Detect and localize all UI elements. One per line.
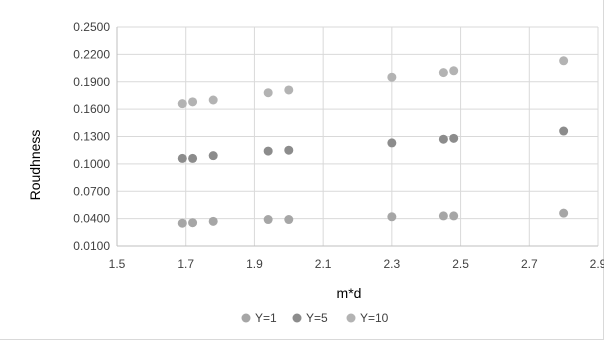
x-tick-label: 1.7 — [177, 257, 194, 271]
x-axis-title: m*d — [337, 285, 362, 301]
data-point — [177, 99, 187, 109]
x-tick-label: 1.5 — [109, 257, 126, 271]
data-point — [208, 95, 218, 105]
legend: Y=1 Y=5 Y=10 — [241, 311, 389, 325]
x-tick-label: 2.5 — [452, 257, 469, 271]
y-tick-label: 0.1000 — [73, 157, 110, 171]
data-point — [284, 215, 294, 225]
x-tick-label: 2.1 — [315, 257, 332, 271]
x-tick-label: 2.9 — [590, 257, 604, 271]
data-point — [284, 145, 294, 155]
data-points — [177, 56, 569, 228]
data-point — [188, 218, 198, 228]
x-tick-label: 2.7 — [521, 257, 538, 271]
data-point — [263, 88, 273, 98]
data-point — [263, 215, 273, 225]
y-tick-label: 0.2500 — [73, 20, 110, 34]
data-point — [177, 218, 187, 228]
y-tick-label: 0.0400 — [73, 212, 110, 226]
y-tick-label: 0.0100 — [73, 239, 110, 253]
y-tick-label: 0.1900 — [73, 75, 110, 89]
x-tick-label: 2.3 — [384, 257, 401, 271]
y-axis-title: Roudhness — [27, 130, 43, 201]
data-point — [387, 138, 397, 148]
data-point — [449, 211, 459, 221]
data-point — [188, 153, 198, 163]
axes — [116, 27, 598, 247]
data-point — [284, 85, 294, 95]
data-point — [559, 208, 569, 218]
data-point — [438, 68, 448, 78]
y-tick-label: 0.1600 — [73, 102, 110, 116]
legend-marker — [346, 313, 356, 323]
y-tick-label: 0.1300 — [73, 130, 110, 144]
data-point — [449, 133, 459, 143]
data-point — [387, 72, 397, 82]
y-tick-label: 0.0700 — [73, 184, 110, 198]
data-point — [438, 134, 448, 144]
data-point — [559, 126, 569, 136]
series-Y=5 — [177, 126, 569, 163]
tick-labels: 0.0100 0.0400 0.0700 0.1000 0.1300 0.1600 0.19… — [73, 20, 604, 271]
data-point — [449, 66, 459, 76]
data-point — [188, 97, 198, 107]
legend-label: Y=5 — [306, 311, 328, 325]
data-point — [559, 56, 569, 66]
data-point — [438, 211, 448, 221]
x-tick-label: 1.9 — [246, 257, 263, 271]
data-point — [177, 153, 187, 163]
legend-label: Y=10 — [360, 311, 389, 325]
data-point — [263, 146, 273, 156]
legend-marker — [292, 313, 302, 323]
series-Y=10 — [177, 56, 569, 109]
legend-label: Y=1 — [255, 311, 277, 325]
gridlines — [117, 26, 599, 246]
y-tick-label: 0.2200 — [73, 47, 110, 61]
data-point — [208, 151, 218, 161]
data-point — [208, 216, 218, 226]
series-Y=1 — [177, 208, 569, 228]
data-point — [387, 212, 397, 222]
legend-marker — [241, 313, 251, 323]
